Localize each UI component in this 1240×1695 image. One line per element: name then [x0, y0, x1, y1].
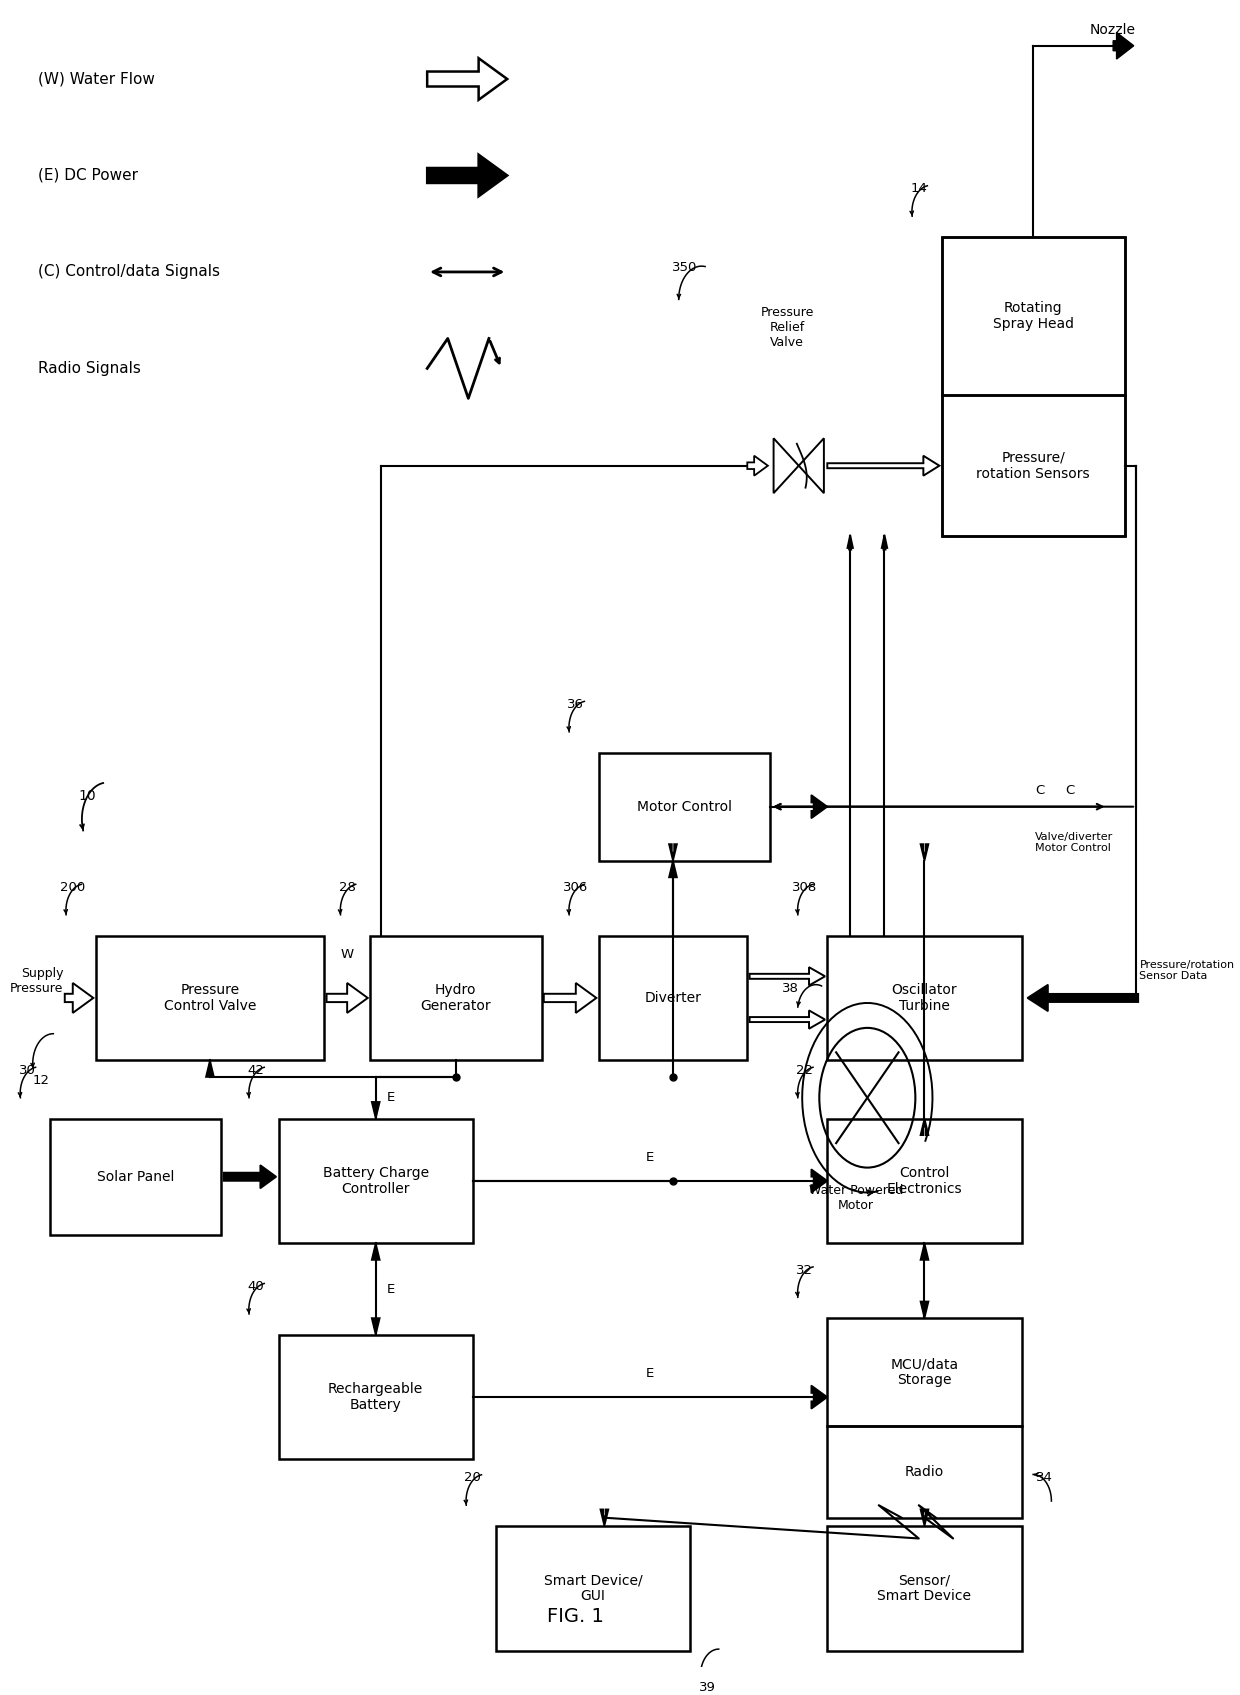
Text: Control
Electronics: Control Electronics — [887, 1166, 962, 1197]
Text: 42: 42 — [247, 1064, 264, 1076]
Bar — [827, 1319, 1022, 1425]
FancyArrow shape — [600, 1509, 609, 1526]
Text: E: E — [646, 1368, 655, 1380]
Bar — [827, 936, 1022, 1061]
Text: 38: 38 — [782, 981, 799, 995]
FancyArrow shape — [206, 1061, 215, 1076]
Text: W: W — [341, 949, 353, 961]
Text: Radio Signals: Radio Signals — [38, 361, 141, 376]
Text: Diverter: Diverter — [645, 992, 702, 1005]
Bar — [827, 1119, 1022, 1242]
Text: 12: 12 — [32, 1073, 50, 1086]
Text: E: E — [646, 1151, 655, 1164]
Text: Pressure/
rotation Sensors: Pressure/ rotation Sensors — [976, 451, 1090, 481]
Text: Pressure
Relief
Valve: Pressure Relief Valve — [760, 307, 813, 349]
Text: Nozzle: Nozzle — [1090, 24, 1136, 37]
FancyArrow shape — [1114, 32, 1133, 59]
Bar — [279, 1119, 472, 1242]
FancyArrow shape — [668, 844, 677, 861]
Bar — [827, 1425, 1022, 1517]
Text: 32: 32 — [796, 1263, 813, 1276]
Text: 308: 308 — [792, 881, 817, 893]
FancyArrow shape — [372, 1242, 379, 1259]
Text: E: E — [387, 1092, 396, 1103]
FancyArrow shape — [920, 1119, 929, 1136]
FancyArrow shape — [847, 534, 853, 549]
Bar — [95, 936, 325, 1061]
Bar — [370, 936, 542, 1061]
Text: 20: 20 — [465, 1471, 481, 1485]
FancyArrow shape — [920, 1302, 929, 1319]
FancyArrow shape — [920, 1242, 929, 1259]
FancyArrow shape — [811, 1170, 827, 1193]
Text: 36: 36 — [568, 698, 584, 710]
Bar — [279, 1334, 472, 1459]
Bar — [599, 753, 770, 861]
Text: Sensor/
Smart Device: Sensor/ Smart Device — [878, 1573, 971, 1603]
Text: 28: 28 — [339, 881, 356, 893]
Text: 22: 22 — [796, 1064, 813, 1076]
Text: Smart Device/
GUI: Smart Device/ GUI — [543, 1573, 642, 1603]
Text: 200: 200 — [60, 881, 86, 893]
Text: Pressure/rotation
Sensor Data: Pressure/rotation Sensor Data — [1140, 959, 1235, 981]
FancyArrow shape — [326, 983, 368, 1014]
Bar — [50, 1119, 222, 1236]
Bar — [941, 395, 1125, 536]
Text: Rotating
Spray Head: Rotating Spray Head — [992, 302, 1074, 331]
Text: Rechargeable
Battery: Rechargeable Battery — [329, 1381, 423, 1412]
FancyArrow shape — [372, 1102, 379, 1119]
FancyArrow shape — [544, 983, 596, 1014]
Bar — [827, 1526, 1022, 1651]
Text: 40: 40 — [247, 1280, 264, 1293]
FancyArrow shape — [427, 154, 507, 197]
FancyArrow shape — [748, 456, 768, 476]
Bar — [599, 936, 748, 1061]
Text: 30: 30 — [19, 1064, 36, 1076]
FancyArrow shape — [64, 983, 93, 1014]
Text: C: C — [1035, 783, 1044, 797]
FancyArrow shape — [749, 1010, 825, 1029]
FancyArrow shape — [1028, 985, 1138, 1012]
Text: 14: 14 — [910, 183, 928, 195]
Text: Water Powered
Motor: Water Powered Motor — [808, 1185, 903, 1212]
Text: 350: 350 — [672, 261, 697, 275]
Text: 34: 34 — [1037, 1471, 1053, 1485]
FancyArrow shape — [882, 534, 888, 549]
Text: 10: 10 — [78, 788, 97, 802]
Text: Battery Charge
Controller: Battery Charge Controller — [322, 1166, 429, 1197]
FancyArrow shape — [223, 1164, 277, 1188]
Text: Supply
Pressure: Supply Pressure — [10, 968, 63, 995]
Text: Motor Control: Motor Control — [637, 800, 732, 814]
FancyArrow shape — [827, 456, 940, 476]
Polygon shape — [799, 439, 823, 493]
Text: E: E — [387, 1283, 396, 1295]
FancyArrow shape — [811, 1385, 827, 1409]
Text: MCU/data
Storage: MCU/data Storage — [890, 1358, 959, 1387]
Text: 39: 39 — [699, 1681, 715, 1693]
FancyArrow shape — [811, 795, 827, 819]
Polygon shape — [774, 439, 799, 493]
Bar — [941, 237, 1125, 395]
Text: Valve/diverter
Motor Control: Valve/diverter Motor Control — [1035, 832, 1114, 853]
Text: Hydro
Generator: Hydro Generator — [420, 983, 491, 1014]
Text: Oscillator
Turbine: Oscillator Turbine — [892, 983, 957, 1014]
FancyArrow shape — [920, 844, 929, 861]
FancyArrow shape — [427, 58, 507, 100]
Text: FIG. 1: FIG. 1 — [547, 1607, 604, 1626]
Text: 306: 306 — [563, 881, 589, 893]
FancyArrow shape — [749, 968, 825, 985]
FancyArrow shape — [668, 861, 677, 878]
Bar — [941, 237, 1125, 536]
Text: (E) DC Power: (E) DC Power — [38, 168, 139, 183]
Text: C: C — [1065, 783, 1074, 797]
Bar — [496, 1526, 691, 1651]
Text: Radio: Radio — [905, 1464, 944, 1480]
Text: (C) Control/data Signals: (C) Control/data Signals — [38, 264, 221, 280]
FancyArrow shape — [372, 1319, 379, 1334]
Text: Pressure
Control Valve: Pressure Control Valve — [164, 983, 257, 1014]
FancyArrow shape — [920, 1509, 929, 1526]
Text: (W) Water Flow: (W) Water Flow — [38, 71, 155, 86]
Text: Solar Panel: Solar Panel — [97, 1170, 175, 1183]
